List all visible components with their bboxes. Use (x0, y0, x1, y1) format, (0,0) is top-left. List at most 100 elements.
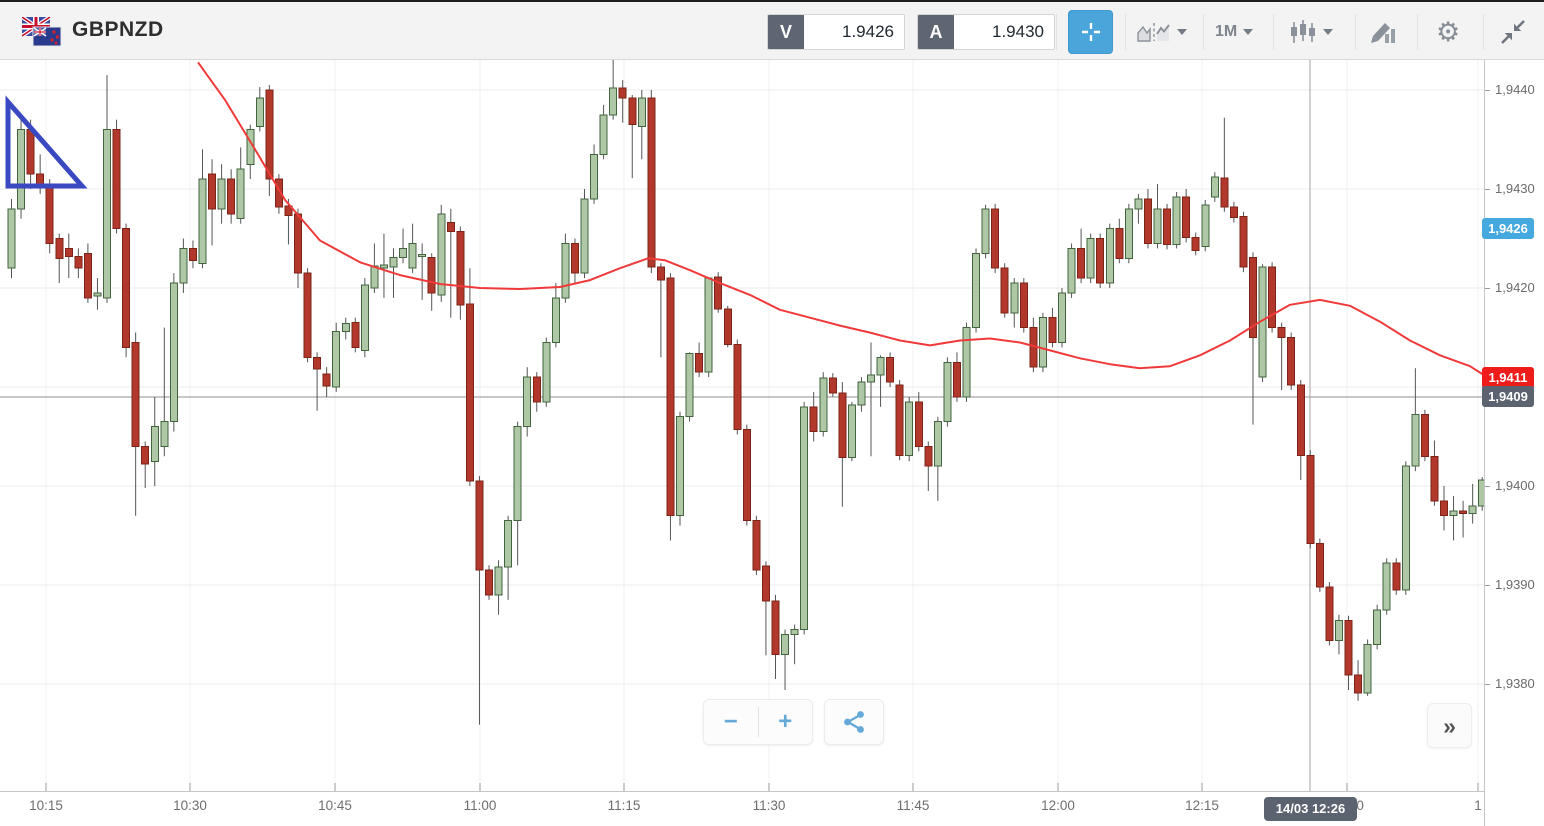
price-label: 1,9380 (1495, 676, 1535, 691)
candle (656, 266, 665, 281)
time-label: 10:15 (29, 798, 63, 813)
candle (1334, 620, 1343, 641)
price-chart-canvas[interactable] (0, 60, 1484, 791)
time-label: 12:15 (1185, 798, 1219, 813)
divider (1203, 14, 1204, 50)
candle (227, 178, 236, 215)
candle (408, 242, 417, 269)
price-axis[interactable]: 1,94401,94301,94201,94101,94001,93901,93… (1482, 60, 1544, 826)
candle (399, 247, 408, 258)
candle (685, 352, 694, 418)
candle (1373, 609, 1382, 645)
candle (1363, 643, 1372, 694)
candle (991, 208, 1000, 269)
candle (628, 97, 637, 126)
candle (523, 376, 532, 428)
candle (1010, 282, 1019, 314)
candle (1459, 510, 1468, 515)
candle (637, 97, 646, 128)
candlestick-style-icon (1291, 20, 1315, 43)
buy-quote-button[interactable]: A 1.9430 (917, 14, 1055, 50)
collapse-chart-button[interactable] (1499, 12, 1527, 52)
candle (1229, 206, 1238, 219)
draw-indicators-button[interactable] (1369, 12, 1399, 52)
chart-area[interactable] (0, 60, 1484, 791)
zoom-out-button[interactable]: − (704, 700, 758, 744)
candle (456, 231, 465, 306)
crosshair-timestamp-badge: 14/03 12:26 (1264, 797, 1357, 821)
candle (1067, 247, 1076, 294)
sell-quote-button[interactable]: V 1.9426 (767, 14, 905, 50)
candle (169, 282, 178, 423)
candle (972, 252, 981, 329)
candle (112, 129, 121, 230)
share-button[interactable] (824, 699, 884, 745)
price-label: 1,9420 (1495, 280, 1535, 295)
candle (1296, 384, 1305, 456)
candle (733, 343, 742, 431)
candle (924, 445, 933, 467)
candle (895, 384, 904, 456)
candle (475, 480, 484, 571)
divider (1417, 14, 1418, 50)
divider (1273, 14, 1274, 50)
candle (274, 178, 283, 208)
chevron-down-icon (1177, 29, 1187, 35)
zoom-in-button[interactable]: + (758, 700, 812, 744)
candle (809, 406, 818, 433)
candle (1038, 317, 1047, 368)
candle (427, 256, 436, 294)
candle (781, 634, 790, 655)
candle (1048, 317, 1057, 343)
divider (1355, 14, 1356, 50)
candle (236, 168, 245, 220)
candle (1124, 208, 1133, 259)
candle (943, 361, 952, 423)
candle (952, 361, 961, 398)
candle (313, 356, 322, 370)
price-label: 1,9390 (1495, 577, 1535, 592)
candle (1143, 198, 1152, 244)
price-badge: 1,9411 (1482, 366, 1534, 388)
candle (332, 331, 341, 388)
candle (1182, 196, 1191, 239)
candle (704, 277, 713, 373)
gear-icon: ⚙ (1436, 16, 1461, 47)
candle (599, 114, 608, 155)
candle (1449, 510, 1458, 517)
candle (886, 356, 895, 383)
candle (513, 426, 522, 522)
time-label: 11:45 (896, 798, 930, 813)
collapse-arrows-icon (1501, 20, 1525, 44)
candle (1392, 562, 1401, 591)
chart-style-button[interactable] (1289, 12, 1333, 52)
ma-line (197, 61, 1484, 376)
candle (1306, 454, 1315, 544)
candle (208, 173, 217, 210)
candle (1411, 414, 1420, 467)
candle (93, 292, 102, 297)
candle (1019, 282, 1028, 329)
time-label: 12:00 (1041, 798, 1075, 813)
interval-select[interactable]: 1M (1215, 12, 1254, 52)
candle (1249, 256, 1257, 338)
candle (1277, 327, 1286, 339)
candle (360, 284, 369, 351)
candle (284, 205, 293, 217)
divider (1483, 14, 1484, 50)
candle (1315, 542, 1324, 588)
crosshair-button[interactable] (1068, 10, 1113, 54)
candle (1172, 196, 1181, 245)
candle (1115, 228, 1124, 259)
settings-button[interactable]: ⚙ (1436, 12, 1460, 52)
buy-price-value: 1.9430 (954, 15, 1054, 49)
candle (828, 377, 837, 394)
expand-panel-button[interactable]: » (1427, 703, 1472, 748)
candle (1153, 208, 1162, 244)
candle (485, 569, 493, 596)
triangle-drawing[interactable] (0, 92, 92, 194)
price-tick (1485, 485, 1490, 487)
candle (542, 341, 551, 403)
divider (757, 707, 759, 737)
compare-charts-button[interactable] (1137, 12, 1187, 52)
